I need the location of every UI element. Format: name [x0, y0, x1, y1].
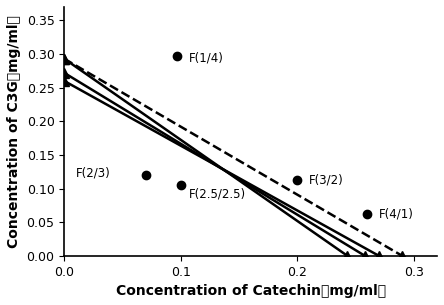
- Text: F(2.5/2.5): F(2.5/2.5): [189, 187, 246, 200]
- X-axis label: Concentration of Catechin（mg/ml）: Concentration of Catechin（mg/ml）: [115, 284, 386, 298]
- Y-axis label: Concentration of C3G（mg/ml）: Concentration of C3G（mg/ml）: [7, 15, 21, 248]
- Text: F(2/3): F(2/3): [76, 167, 111, 180]
- Text: F(3/2): F(3/2): [309, 173, 344, 186]
- Text: F(4/1): F(4/1): [379, 208, 414, 221]
- Text: F(1/4): F(1/4): [189, 52, 224, 65]
